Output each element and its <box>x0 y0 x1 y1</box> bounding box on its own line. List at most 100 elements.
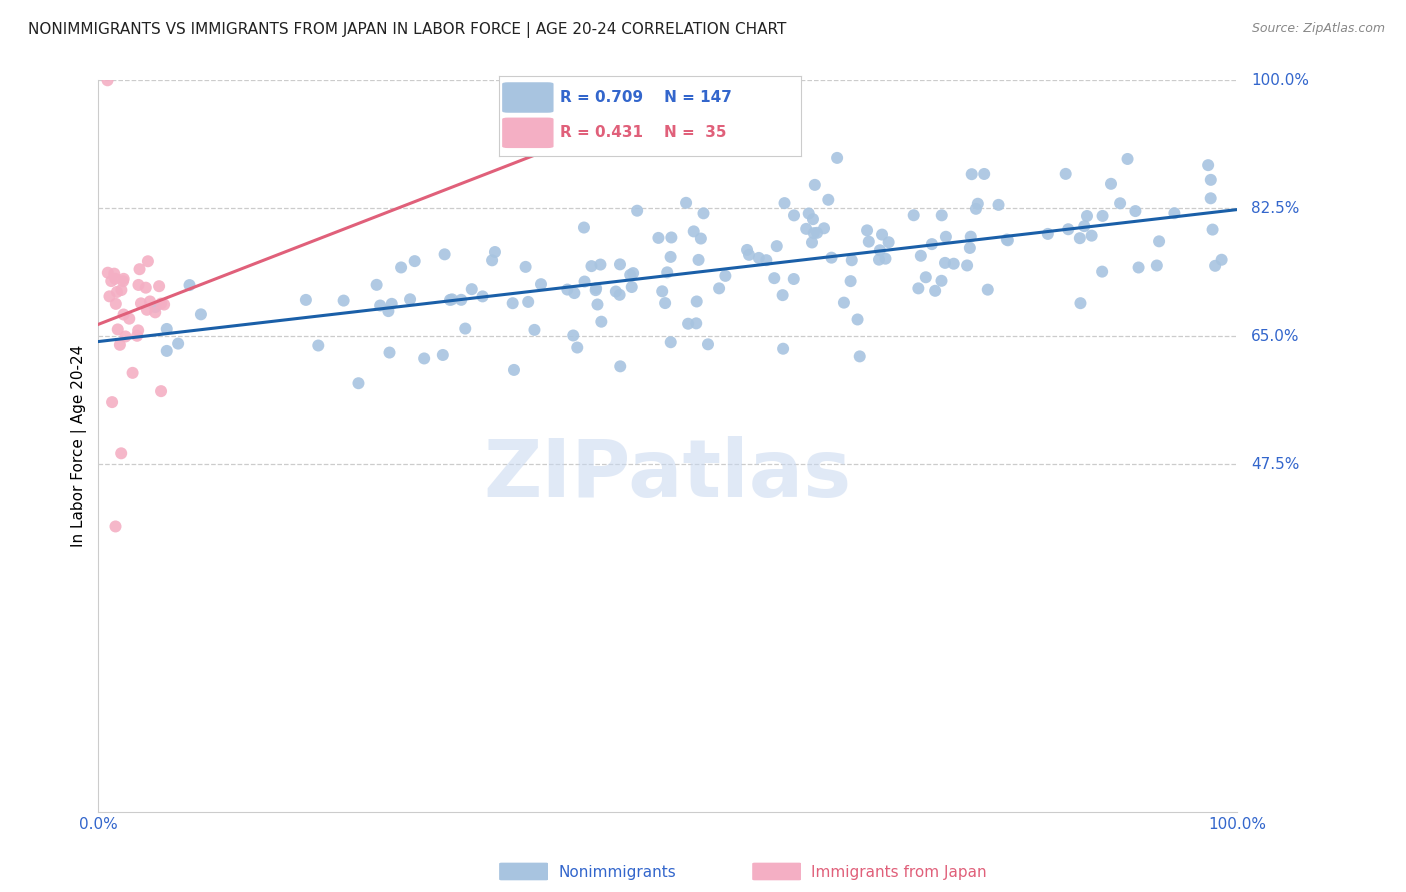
Point <box>347 376 370 391</box>
Point <box>956 259 979 273</box>
Point <box>440 293 463 307</box>
Point <box>692 206 714 220</box>
Point <box>135 302 157 317</box>
Point <box>755 253 778 268</box>
Point <box>907 281 929 295</box>
Point <box>856 223 879 237</box>
Point <box>977 283 1000 297</box>
Point <box>960 167 983 181</box>
Point <box>995 233 1018 247</box>
Point <box>685 317 707 331</box>
Text: Source: ZipAtlas.com: Source: ZipAtlas.com <box>1251 22 1385 36</box>
Point <box>136 254 159 268</box>
Point <box>797 206 820 220</box>
FancyBboxPatch shape <box>499 863 548 880</box>
Point <box>910 249 932 263</box>
Point <box>127 277 149 292</box>
Point <box>841 253 863 268</box>
Point <box>783 208 806 222</box>
Point <box>657 265 679 279</box>
Point <box>378 345 401 359</box>
Text: 47.5%: 47.5% <box>1251 457 1299 472</box>
Point <box>839 274 862 288</box>
Point <box>562 328 585 343</box>
Point <box>439 293 461 307</box>
Point <box>574 275 596 289</box>
Point <box>1054 167 1077 181</box>
Point <box>848 350 870 364</box>
Point <box>1080 228 1102 243</box>
Point <box>748 251 770 265</box>
Point <box>572 220 595 235</box>
Point <box>110 283 132 297</box>
Point <box>858 235 880 249</box>
Point <box>794 222 817 236</box>
Point <box>817 193 839 207</box>
Point <box>924 284 946 298</box>
Point <box>589 258 612 272</box>
FancyBboxPatch shape <box>752 863 801 880</box>
Point <box>153 297 176 311</box>
Text: 82.5%: 82.5% <box>1251 201 1299 216</box>
Point <box>502 296 524 310</box>
Point <box>1147 235 1170 249</box>
Point <box>1211 252 1233 267</box>
Point <box>620 280 643 294</box>
Point <box>564 286 586 301</box>
Point <box>399 293 422 307</box>
Point <box>935 229 957 244</box>
Y-axis label: In Labor Force | Age 20-24: In Labor Force | Age 20-24 <box>72 345 87 547</box>
Point <box>118 311 141 326</box>
Point <box>707 281 730 295</box>
Point <box>1109 196 1132 211</box>
FancyBboxPatch shape <box>502 82 554 112</box>
Point <box>150 384 173 399</box>
Point <box>515 260 537 274</box>
Point <box>1073 219 1095 234</box>
Point <box>1057 222 1080 236</box>
Point <box>114 329 136 343</box>
Point <box>735 243 758 257</box>
Point <box>676 317 699 331</box>
Point <box>619 268 641 282</box>
Point <box>112 272 135 286</box>
Point <box>654 296 676 310</box>
Point <box>481 253 503 268</box>
Point <box>1116 152 1139 166</box>
Point <box>675 195 697 210</box>
Point <box>368 299 391 313</box>
Point <box>973 167 995 181</box>
Point <box>1199 173 1222 187</box>
Point <box>484 245 506 260</box>
Point <box>659 250 682 264</box>
Point <box>1199 191 1222 205</box>
Text: R = 0.709    N = 147: R = 0.709 N = 147 <box>560 90 731 105</box>
Point <box>381 297 404 311</box>
Point <box>471 289 494 303</box>
Point <box>100 274 122 288</box>
Point <box>98 289 121 303</box>
Point <box>1128 260 1150 275</box>
Point <box>433 247 456 261</box>
Point <box>801 235 824 250</box>
Text: Nonimmigrants: Nonimmigrants <box>558 865 676 880</box>
Point <box>143 305 166 319</box>
Point <box>697 337 720 351</box>
Point <box>783 272 806 286</box>
Point <box>145 300 167 314</box>
Text: R = 0.431    N =  35: R = 0.431 N = 35 <box>560 125 725 140</box>
Point <box>806 226 828 240</box>
Point <box>832 295 855 310</box>
Point <box>103 267 125 281</box>
Text: NONIMMIGRANTS VS IMMIGRANTS FROM JAPAN IN LABOR FORCE | AGE 20-24 CORRELATION CH: NONIMMIGRANTS VS IMMIGRANTS FROM JAPAN I… <box>28 22 786 38</box>
Point <box>609 257 631 271</box>
Point <box>738 248 761 262</box>
Point <box>432 348 454 362</box>
Point <box>825 151 848 165</box>
Point <box>773 196 796 211</box>
Point <box>517 294 540 309</box>
Point <box>591 315 613 329</box>
Point <box>1099 177 1122 191</box>
Point <box>450 293 472 307</box>
Point <box>96 73 118 87</box>
